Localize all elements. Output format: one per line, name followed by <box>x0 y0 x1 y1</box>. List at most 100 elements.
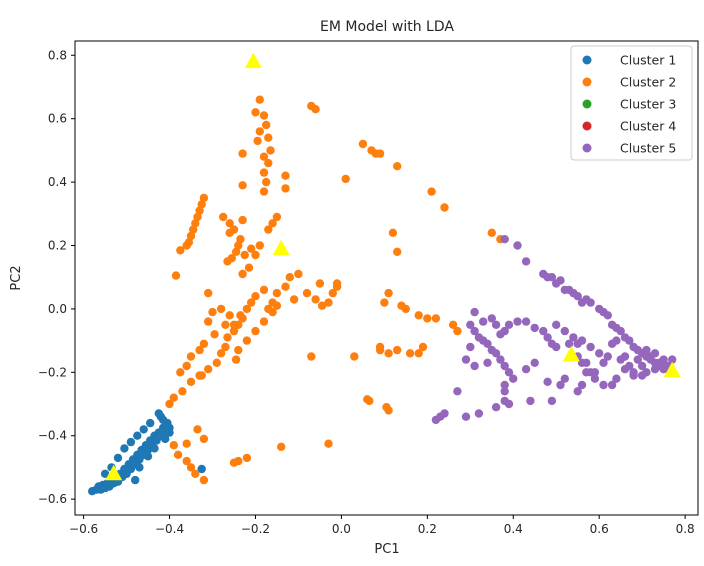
legend-label-cluster-1: Cluster 1 <box>620 53 676 68</box>
cluster-mean-marker-4 <box>663 361 681 378</box>
cluster-5-point-34 <box>650 365 660 374</box>
legend-marker-cluster-5 <box>582 143 592 153</box>
y-tick-label-6: 0.6 <box>48 112 67 126</box>
cluster-2-point-62 <box>229 326 239 336</box>
cluster-2-point-17 <box>281 171 290 180</box>
cluster-2-point-94 <box>197 371 206 380</box>
cluster-5-point-80 <box>461 412 471 421</box>
cluster-2-point-71 <box>169 393 178 402</box>
cluster-5-point-63 <box>479 317 488 326</box>
cluster-2-point-102 <box>328 288 337 298</box>
cluster-2-point-91 <box>216 304 226 314</box>
cluster-mean-marker-0 <box>244 52 262 69</box>
plot-area <box>88 52 681 496</box>
cluster-5-point-75 <box>509 374 518 383</box>
cluster-1-point-43 <box>120 444 129 453</box>
cluster-5-point-69 <box>483 339 492 348</box>
cluster-5-point-82 <box>431 415 441 425</box>
cluster-1-point-49 <box>143 452 153 461</box>
cluster-2-point-151 <box>199 475 209 485</box>
cluster-2-point-67 <box>204 365 213 374</box>
cluster-5-point-62 <box>487 314 496 323</box>
cluster-2-point-79 <box>238 314 247 323</box>
cluster-5-point-118 <box>466 342 475 352</box>
cluster-2-point-121 <box>418 342 428 352</box>
cluster-2-point-92 <box>225 311 234 320</box>
cluster-2-point-118 <box>393 345 402 355</box>
cluster-2-point-86 <box>195 345 204 355</box>
cluster-2-point-78 <box>272 301 282 310</box>
y-tick-label-3: 0.0 <box>48 302 67 316</box>
cluster-5-point-92 <box>612 336 621 345</box>
cluster-5-point-120 <box>470 361 479 371</box>
axis-ticks: −0.6 −0.4 −0.2 0.0 0.2 0.4 0.6 0.8 −0.6 −0.4 −0.2 0… <box>38 48 695 536</box>
cluster-2-point-120 <box>414 349 423 358</box>
y-tick-label-7: 0.8 <box>48 48 67 62</box>
cluster-2-point-85 <box>199 339 209 348</box>
cluster-2-point-65 <box>216 349 226 358</box>
cluster-2-point-31 <box>225 219 234 228</box>
cluster-2-point-93 <box>231 355 241 364</box>
cluster-5-point-66 <box>470 326 479 336</box>
legend-label-cluster-3: Cluster 3 <box>620 97 676 112</box>
cluster-2-point-125 <box>414 311 423 320</box>
cluster-2-point-119 <box>405 349 415 358</box>
cluster-2-point-141 <box>242 453 252 463</box>
cluster-5-point-41 <box>599 380 608 390</box>
cluster-2-point-139 <box>324 439 333 448</box>
cluster-2-point-56 <box>259 285 269 295</box>
cluster-2-point-82 <box>208 307 217 317</box>
cluster-2-point-140 <box>277 442 286 451</box>
cluster-5-point-2 <box>521 257 531 266</box>
cluster-5-point-49 <box>560 374 569 383</box>
cluster-2-point-98 <box>311 295 320 304</box>
cluster-2-point-6 <box>262 120 271 130</box>
cluster-5-point-56 <box>521 317 531 326</box>
cluster-2-point-39 <box>240 250 249 260</box>
cluster-5-point-53 <box>543 333 552 342</box>
legend-label-cluster-2: Cluster 2 <box>620 75 676 90</box>
cluster-5-point-39 <box>612 374 621 383</box>
cluster-5-point-61 <box>491 320 501 329</box>
cluster-5-point-117 <box>500 387 509 396</box>
cluster-2-point-41 <box>251 250 260 260</box>
cluster-1-point-52 <box>165 428 174 437</box>
legend-marker-cluster-4 <box>582 121 592 131</box>
cluster-2-point-83 <box>204 317 213 326</box>
cluster-2-point-149 <box>186 463 196 472</box>
cluster-5-point-110 <box>560 326 569 336</box>
cluster-2-point-49 <box>255 241 264 250</box>
cluster-2-point-80 <box>229 320 239 329</box>
cluster-5-point-73 <box>500 361 509 371</box>
cluster-2-point-13 <box>264 158 273 168</box>
cluster-2-point-110 <box>375 149 385 158</box>
cluster-5-point-55 <box>530 323 539 333</box>
cluster-5-point-58 <box>504 320 514 329</box>
cluster-2-point-42 <box>244 263 254 272</box>
cluster-2-point-11 <box>259 152 269 161</box>
cluster-2-point-145 <box>182 439 191 448</box>
x-axis-label: PC1 <box>374 542 399 557</box>
cluster-2-point-9 <box>264 133 273 142</box>
cluster-5-point-115 <box>521 365 531 374</box>
cluster-5-point-101 <box>642 345 651 355</box>
cluster-5-point-71 <box>491 349 501 358</box>
cluster-2-point-43 <box>238 269 247 279</box>
cluster-2-point-106 <box>341 174 350 184</box>
cluster-2-point-22 <box>195 206 204 215</box>
cluster-5-point-87 <box>543 377 552 386</box>
cluster-5-point-64 <box>470 307 479 317</box>
x-tick-label-4: 0.2 <box>418 522 437 536</box>
cluster-5-point-60 <box>496 330 505 339</box>
cluster-2-point-4 <box>251 108 260 117</box>
cluster-5-point-88 <box>582 358 591 367</box>
legend-marker-cluster-3 <box>582 99 592 109</box>
cluster-2-point-89 <box>176 368 185 377</box>
legend-box <box>570 45 693 161</box>
cluster-5-point-11 <box>573 292 582 301</box>
cluster-2-point-25 <box>189 225 198 234</box>
cluster-2-point-113 <box>440 203 449 212</box>
cluster-5-point-47 <box>577 380 587 390</box>
cluster-2-point-57 <box>251 292 260 301</box>
